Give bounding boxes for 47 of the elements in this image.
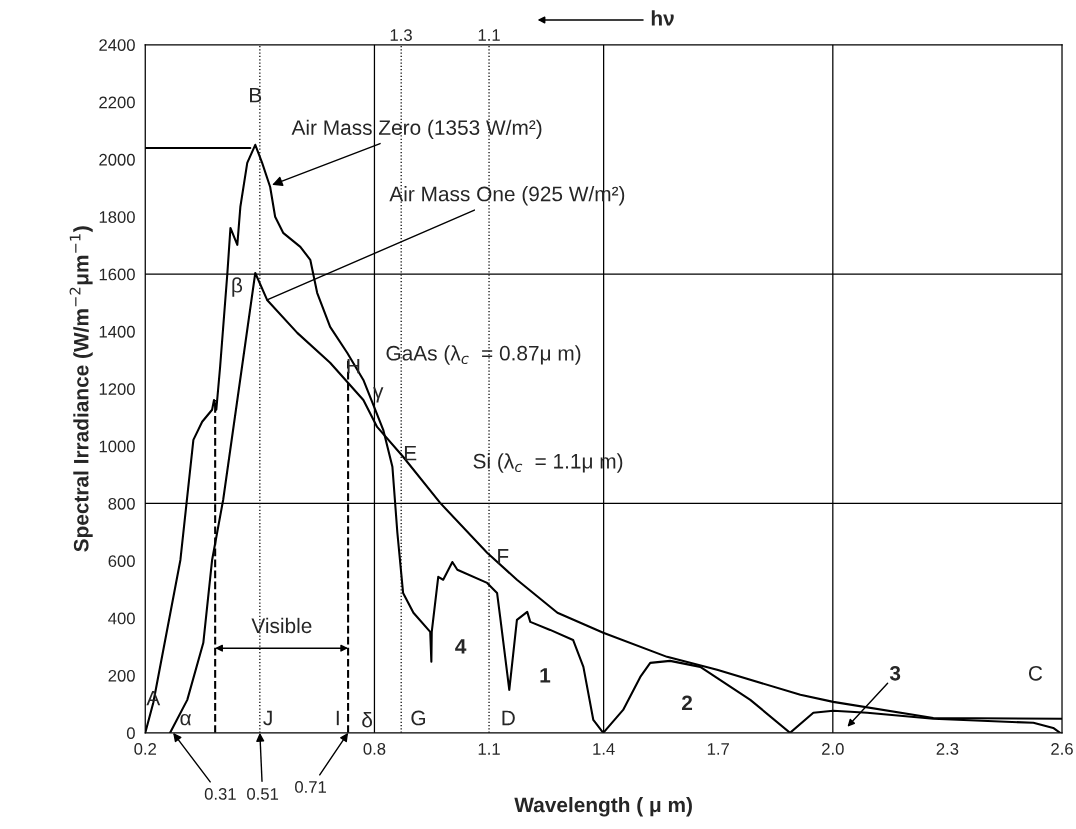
annotation: Air Mass Zero (1353 W/m²) xyxy=(291,119,542,140)
annotation: D xyxy=(502,710,515,726)
annotation: α xyxy=(180,713,192,726)
y-tick-label: 1000 xyxy=(99,440,135,453)
annotation: 0.51 xyxy=(247,788,279,800)
annotation: I xyxy=(336,710,339,726)
annotation: β xyxy=(232,277,243,297)
y-tick-label: 400 xyxy=(108,612,135,625)
y-axis-title: Spectral Irradiance (W/m$^{−2}$μm$^{−1}$) xyxy=(69,226,93,552)
y-tick-label: 2000 xyxy=(99,153,135,166)
annotation: δ xyxy=(362,712,373,728)
y-tick-label: 0 xyxy=(126,727,135,740)
x-tick-label: 0.8 xyxy=(363,743,386,755)
annotation: Visible xyxy=(251,617,312,634)
x-tick-label: 2.6 xyxy=(1051,743,1073,755)
x-tick-label: 1.1 xyxy=(478,743,500,755)
x-tick-label: 1.4 xyxy=(593,743,615,755)
text: 1.1 xyxy=(478,29,500,41)
annotation: 0.71 xyxy=(295,781,326,793)
x-tick-label: 2.0 xyxy=(822,743,844,755)
y-tick-label: 1600 xyxy=(99,268,135,281)
annotation: C xyxy=(1028,665,1043,681)
y-tick-label: 800 xyxy=(108,497,135,510)
text: hν xyxy=(651,10,674,26)
annotation: 0.31 xyxy=(204,788,236,800)
annotation: E xyxy=(404,445,417,461)
y-tick-label: 1200 xyxy=(99,383,135,395)
y-tick-label: 1800 xyxy=(99,211,135,223)
x-tick-label: 1.7 xyxy=(707,743,729,755)
x-tick-label: 2.3 xyxy=(936,743,959,755)
x-axis-title: Wavelength ( μ m) xyxy=(514,796,692,817)
text: 1.3 xyxy=(390,29,412,41)
annotation: 4 xyxy=(455,639,467,654)
y-tick-label: 2400 xyxy=(99,39,135,51)
y-tick-label: 2200 xyxy=(99,96,135,109)
x-tick-label: 0.2 xyxy=(134,743,157,755)
y-tick-label: 1400 xyxy=(99,325,135,338)
annotation: B xyxy=(250,88,262,103)
y-tick-label: 600 xyxy=(108,555,135,568)
annotation: F xyxy=(498,549,509,564)
annotation: G xyxy=(411,710,425,726)
annotation: 1 xyxy=(540,668,551,683)
annotation: 2 xyxy=(681,695,693,711)
annotation: 3 xyxy=(889,665,901,681)
y-tick-label: 200 xyxy=(108,669,135,682)
annotation: J xyxy=(263,710,272,726)
annotation: GaAs (λ$_{c}$ = 0.87μ m) xyxy=(386,345,581,365)
